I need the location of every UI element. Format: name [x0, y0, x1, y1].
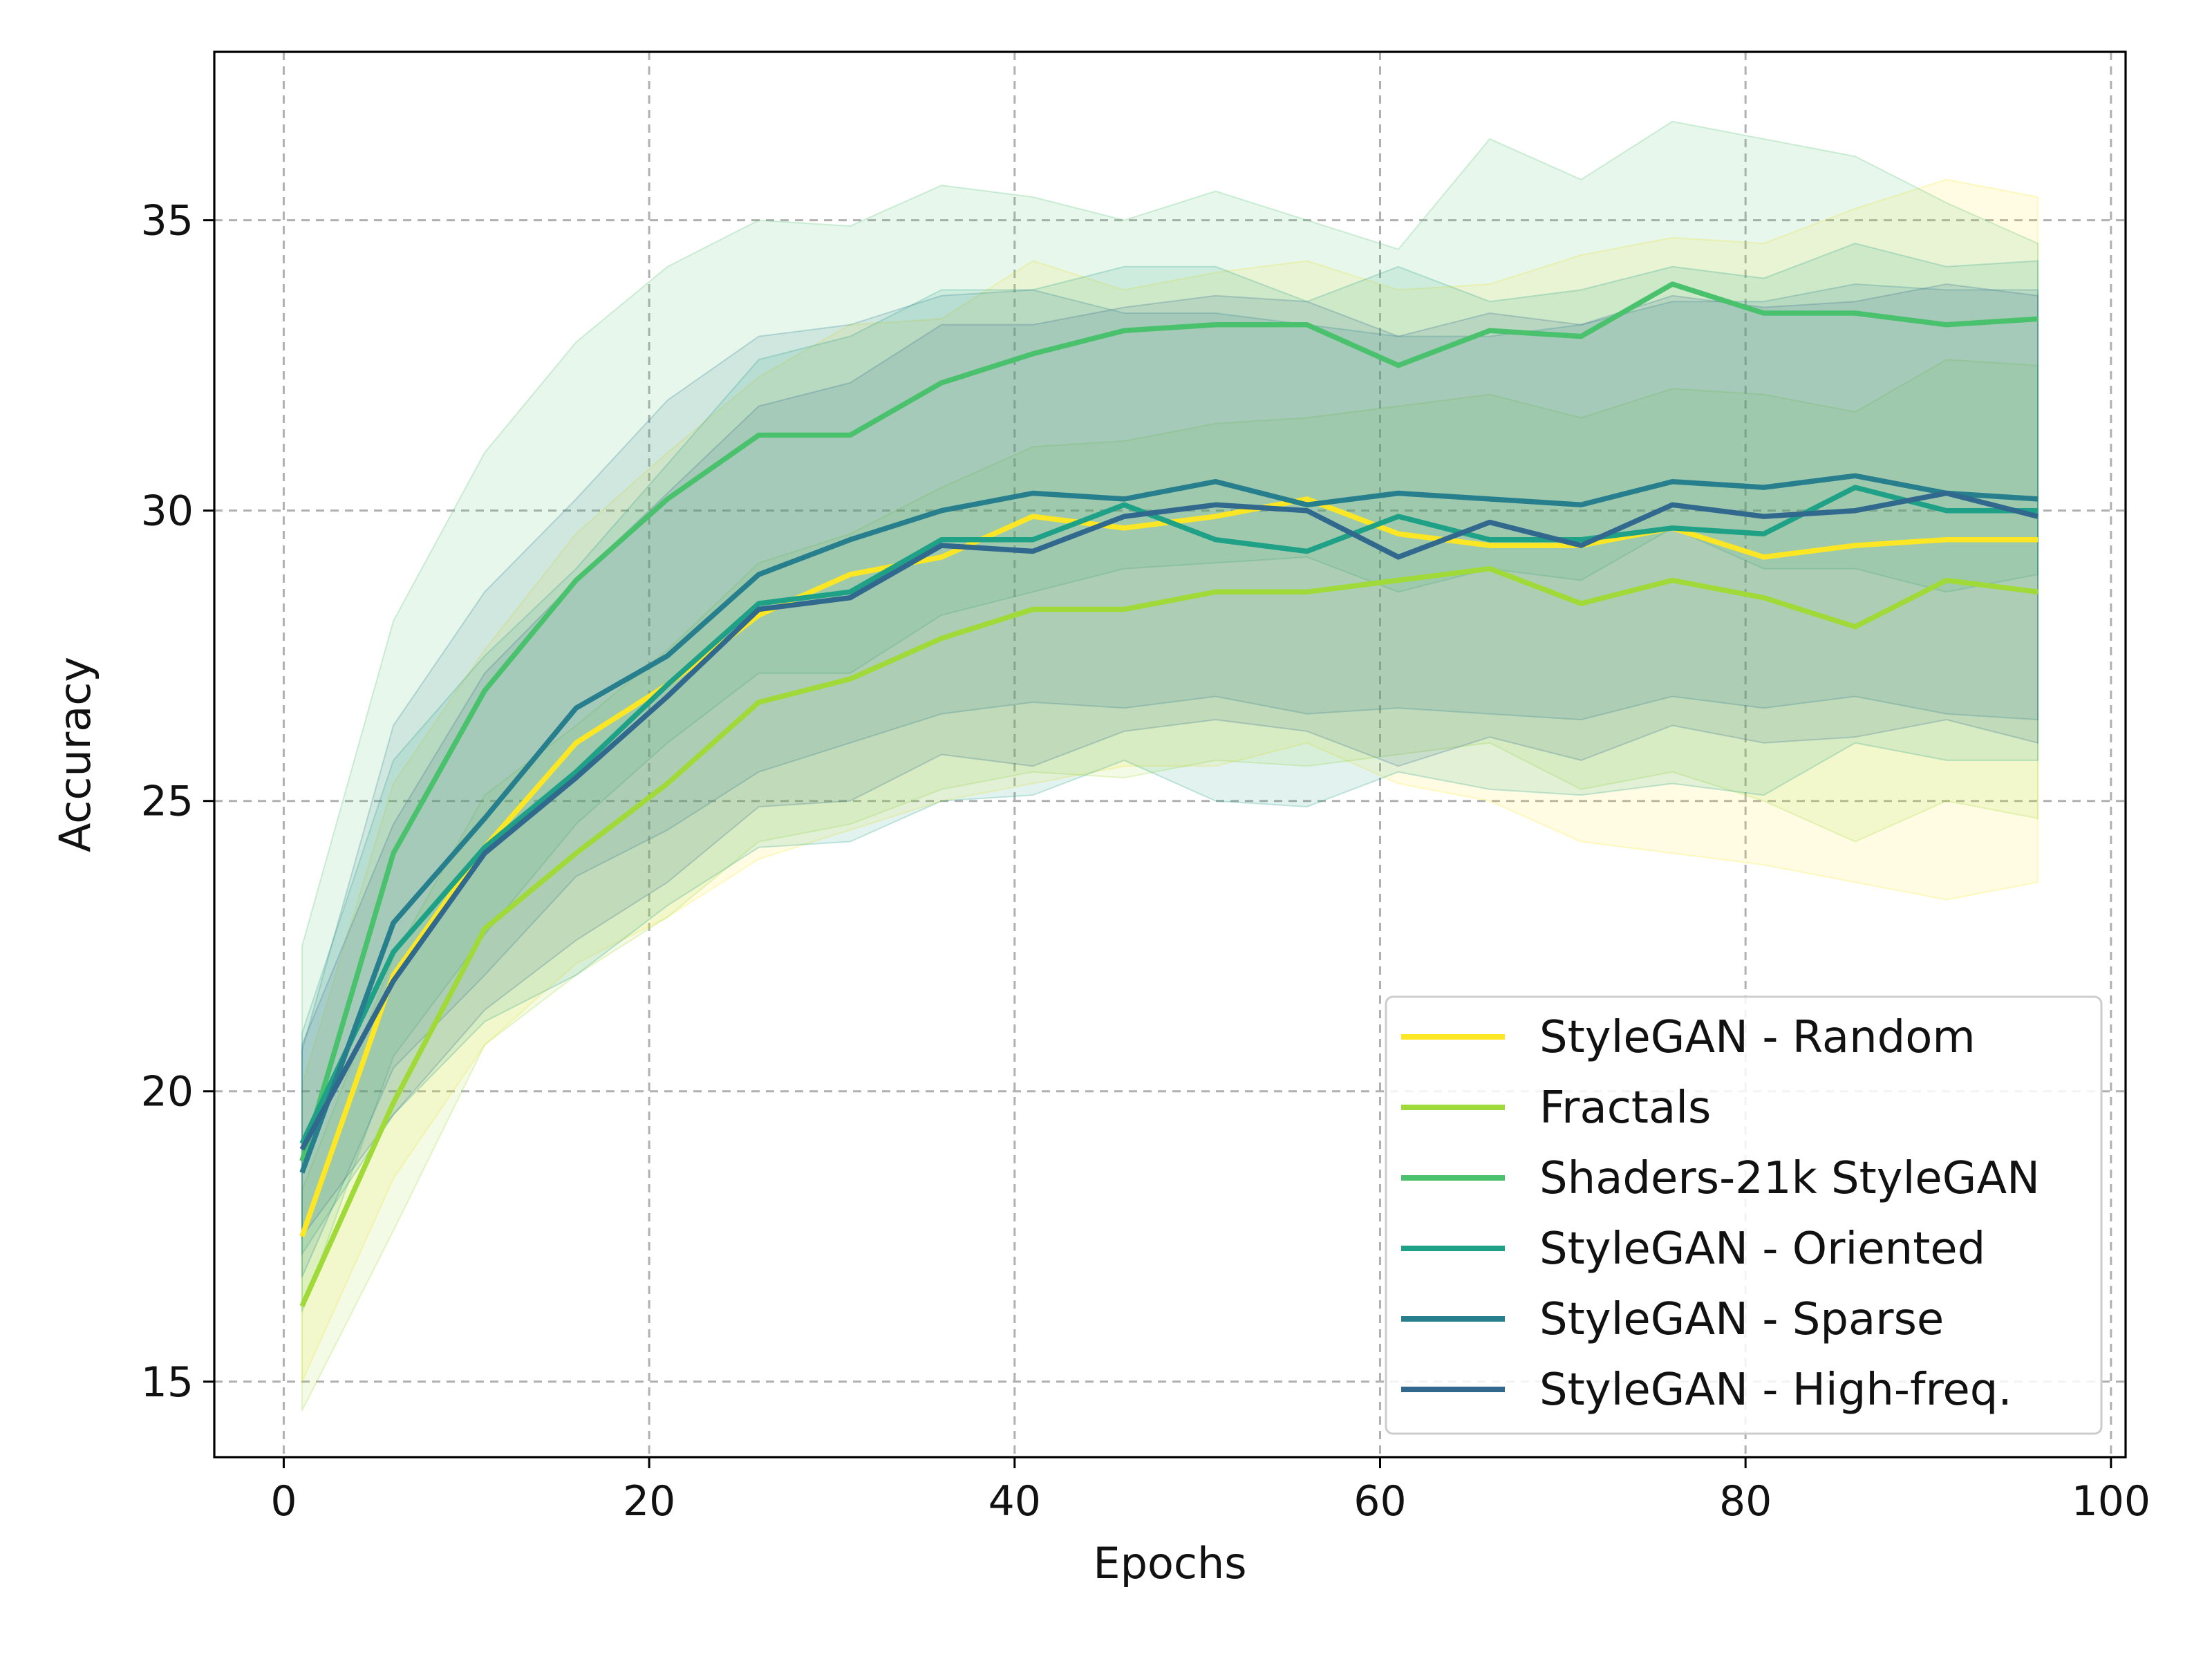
x-tick-label-100: 100 — [2072, 1477, 2151, 1526]
band-series-2 — [301, 120, 2039, 1313]
line-series-3 — [299, 485, 2038, 1145]
x-tick-label-80: 80 — [1719, 1477, 1772, 1526]
y-tick-label-15: 15 — [141, 1358, 194, 1407]
grid-lines — [214, 52, 2126, 1457]
x-tick-label-40: 40 — [988, 1477, 1041, 1526]
line-series-1 — [299, 565, 2038, 1308]
series-lines — [299, 281, 2039, 1308]
line-series-4 — [299, 473, 2038, 1174]
axes-frame — [213, 50, 2127, 1459]
band-series-3 — [301, 243, 2039, 1257]
x-axis-label: Epochs — [1093, 1538, 1246, 1588]
y-tick-label-30: 30 — [141, 487, 194, 536]
y-axis-label: Accuracy — [50, 657, 100, 852]
legend-label-4: StyleGAN - Sparse — [1539, 1294, 1944, 1345]
legend: StyleGAN - Random Fractals Shaders-21k Sty… — [1385, 995, 2103, 1435]
x-tick-label-20: 20 — [623, 1477, 675, 1526]
line-series-5 — [299, 490, 2039, 1151]
legend-label-0: StyleGAN - Random — [1539, 1012, 1976, 1063]
y-tick-label-35: 35 — [141, 197, 194, 245]
legend-label-1: Fractals — [1539, 1082, 1711, 1134]
band-series-4 — [301, 283, 2039, 1278]
x-tick-label-60: 60 — [1353, 1477, 1406, 1526]
legend-label-2: Shaders-21k StyleGAN — [1539, 1153, 2040, 1204]
x-tick-label-0: 0 — [270, 1477, 297, 1526]
band-series-5 — [301, 283, 2039, 1239]
y-tick-label-25: 25 — [141, 778, 194, 826]
legend-box — [1385, 995, 2103, 1435]
axis-ticks: 0 20 40 60 80 100 15 20 25 30 35 — [141, 197, 2150, 1526]
legend-label-5: StyleGAN - High-freq. — [1539, 1365, 2012, 1416]
y-tick-label-20: 20 — [141, 1068, 194, 1116]
axes-border — [213, 50, 2127, 1459]
line-series-2 — [299, 281, 2038, 1162]
band-series-0 — [301, 178, 2039, 1382]
legend-label-3: StyleGAN - Oriented — [1539, 1224, 1985, 1275]
